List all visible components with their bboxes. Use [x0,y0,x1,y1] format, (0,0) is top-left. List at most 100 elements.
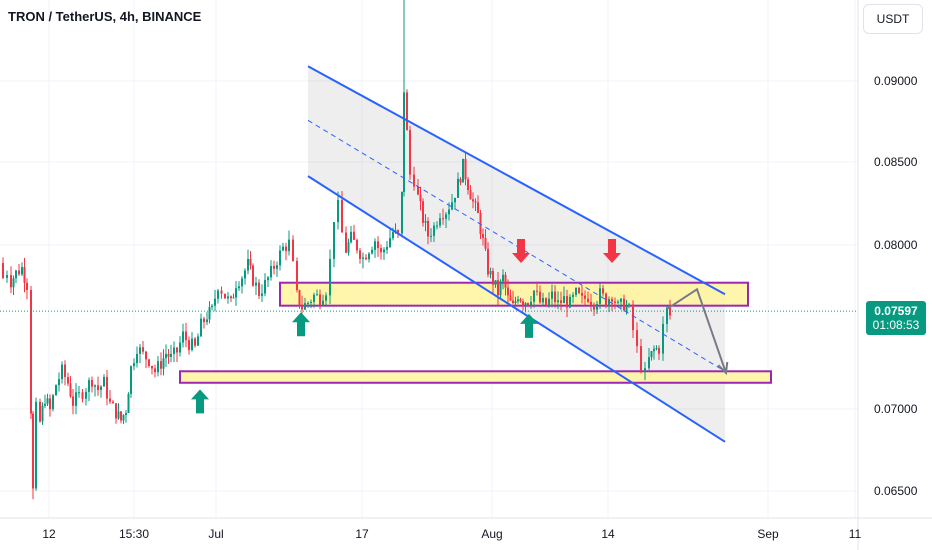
channel-upper-line [307,65,726,296]
candle-body [669,307,671,316]
candle-body [433,225,435,236]
candle-body [247,258,249,271]
candle-body [170,353,172,357]
candle-body [602,288,604,294]
candle-body [368,253,370,260]
candle-body [214,298,216,306]
candle-body [304,303,306,310]
candle-body [569,296,571,308]
signal-arrows [191,239,621,414]
regression-channel[interactable] [307,65,726,443]
candle-body [58,379,60,386]
candle-body [527,303,529,306]
candle-body [345,232,347,253]
candle-body [162,358,165,369]
candle-body [313,294,315,302]
price-axis[interactable]: 0.09000 0.08500 0.08000 0.07000 0.06500 [857,0,918,550]
price-tick-label: 0.08000 [874,238,918,252]
sell-arrow-icon [603,239,621,264]
candle-body [64,364,66,378]
time-tick-label: Aug [481,527,502,541]
time-tick-label: 17 [355,527,369,541]
candle-body [484,237,487,249]
candle-body [536,290,538,292]
candle-body [494,280,497,285]
candle-body [457,178,459,198]
candle-body [55,385,57,396]
candle-body [2,263,4,278]
candle-body [341,199,343,233]
candle-body [347,242,350,253]
support-resistance-zones[interactable] [179,281,772,384]
candle-body [307,302,309,304]
projection-path[interactable] [666,287,729,376]
candle-body [519,299,522,302]
price-tick-label: 0.06500 [874,484,918,498]
candle-body [6,275,8,278]
candle-body [374,241,376,250]
candle-body [127,393,130,413]
candle-body [522,301,524,306]
candle-body [270,266,272,278]
candle-body [100,386,102,390]
candle-body [165,353,167,359]
buy-arrow-icon [292,312,310,337]
currency-button[interactable]: USDT [863,4,923,34]
candle-body [46,398,49,404]
candle-body [365,257,367,260]
projection-line [666,287,727,374]
candle-body [359,250,361,259]
candle-body [640,346,642,371]
candle-body [21,267,23,275]
candle-body [625,306,628,311]
candle-body [467,179,469,190]
candle-body [655,348,658,350]
candle-body [211,305,213,308]
buy-arrow-icon [191,389,209,414]
candle-body [371,249,373,254]
candle-body [78,392,80,394]
candle-body [310,301,312,303]
candle-body [548,298,550,306]
candle-body [325,295,327,301]
candle-body [614,301,616,303]
candle-body [232,297,235,299]
candle-body [235,288,237,298]
candle-body [139,347,141,354]
candle-body [477,202,479,214]
candle-body [666,307,668,324]
candle-body [136,353,138,364]
candle-body [578,288,580,294]
candle-body [479,213,482,235]
candle-body [200,318,202,337]
candle-body [148,359,150,366]
candle-body [593,304,595,310]
candle-body [584,295,586,299]
chart-title: TRON / TetherUS, 4h, BINANCE [8,9,202,24]
time-axis[interactable]: 12 15:30 Jul 17 Aug 14 Sep 11 [0,517,932,541]
candle-body [145,351,147,360]
candle-body [154,368,156,373]
candle-body [406,92,408,131]
candle-body [362,257,364,259]
candle-body [353,231,355,240]
time-tick-label: Jul [208,527,223,541]
candle-body [524,303,527,306]
candle-body [142,347,144,352]
candle-body [273,266,275,269]
candle-body [512,300,514,304]
candle-body [459,178,462,183]
candle-body [662,323,664,354]
time-tick-label: 12 [42,527,56,541]
candle-body [492,270,494,285]
time-tick-label: 14 [601,527,615,541]
candle-body [75,392,77,406]
candle-body [658,348,660,354]
candle-body [285,246,287,252]
candle-body [572,294,574,297]
candle-body [32,413,34,489]
candle-body [596,303,598,310]
candle-body [509,295,512,301]
candle-body [261,293,263,296]
